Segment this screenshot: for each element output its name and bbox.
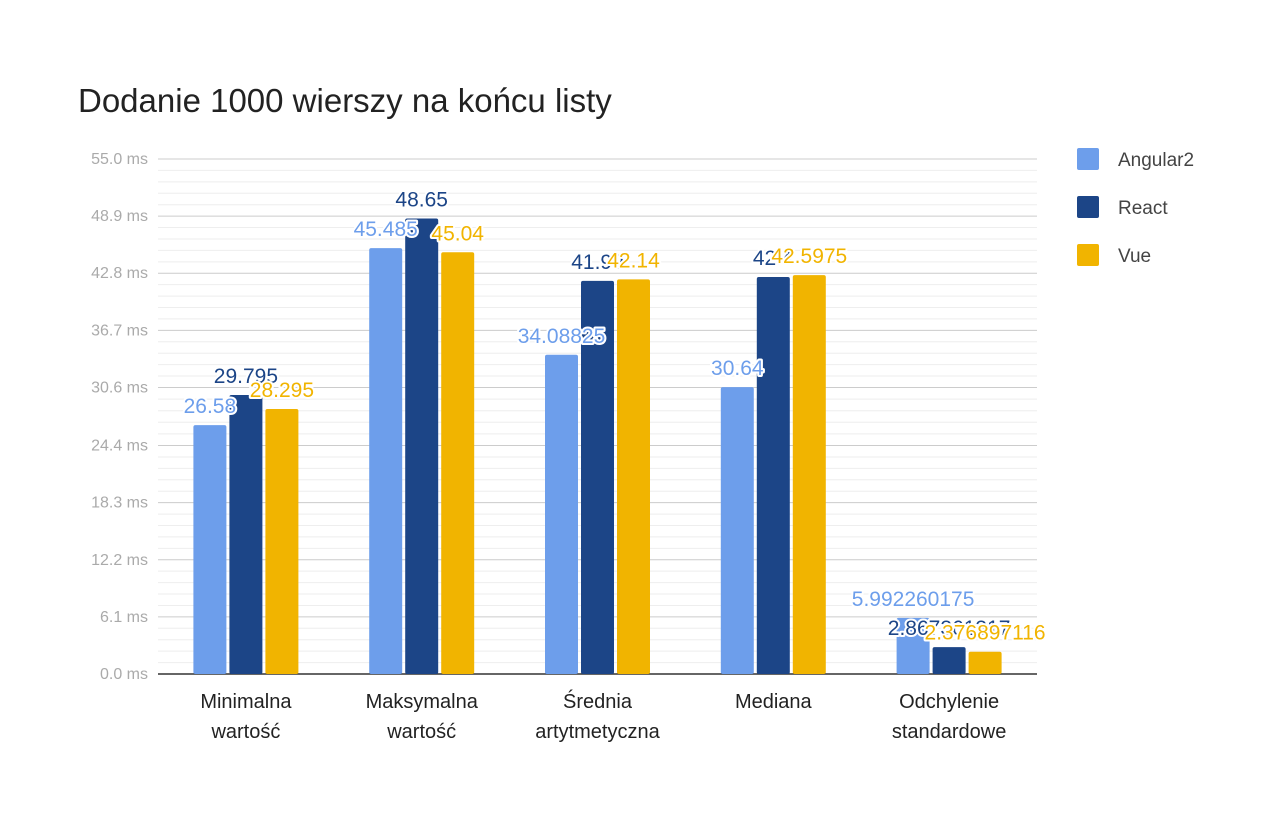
category-label: Maksymalna: [366, 691, 479, 713]
bar-react: [581, 280, 614, 674]
y-tick-label: 12.2 ms: [91, 552, 148, 569]
data-label: 48.65: [395, 188, 448, 211]
bar-react: [229, 395, 263, 674]
y-tick-label: 0.0 ms: [100, 666, 148, 683]
category-label: Mediana: [735, 691, 813, 713]
y-tick-label: 6.1 ms: [100, 609, 148, 626]
y-tick-label: 36.7 ms: [91, 322, 148, 339]
category-label: wartość: [386, 721, 456, 743]
x-axis: Minimalna wartość Maksymalna wartość Średnia…: [200, 689, 1006, 743]
data-label: 42.4: [753, 247, 794, 270]
bar-react: [756, 276, 790, 674]
bar-angular2: [369, 248, 403, 674]
bar-vue: [441, 252, 475, 674]
bar-react: [932, 647, 966, 674]
data-label: 42.5975: [771, 245, 847, 268]
data-label: 29.795: [214, 365, 278, 388]
data-label: 45.485: [354, 218, 418, 241]
bar-vue: [968, 651, 1002, 674]
data-label: 2.867361317: [888, 617, 1011, 640]
y-tick-label: 18.3 ms: [91, 495, 148, 512]
bar-vue: [617, 279, 650, 674]
bar-angular2: [896, 617, 930, 674]
category-label: Minimalna: [200, 691, 292, 713]
bar-angular2: [720, 387, 754, 674]
y-tick-label: 42.8 ms: [91, 265, 148, 282]
y-tick-label: 55.0 ms: [91, 151, 148, 168]
data-label: 5.992260175: [852, 588, 975, 611]
category-label: artytmetyczna: [535, 721, 660, 743]
data-label: 41.99: [571, 251, 624, 274]
y-tick-label: 24.4 ms: [91, 438, 148, 455]
legend-swatch-angular2: [1077, 148, 1099, 170]
bar-vue: [265, 409, 299, 674]
data-label: 2.376897116: [925, 622, 1046, 645]
data-label: 26.58: [184, 395, 237, 418]
data-label: 42.14: [607, 249, 660, 272]
data-label: 45.04: [431, 222, 484, 245]
y-tick-label: 30.6 ms: [91, 379, 148, 396]
legend-swatch-vue: [1077, 244, 1099, 266]
y-axis: 0.0 ms 6.1 ms 12.2 ms 18.3 ms 24.4 ms 30.6 ms…: [91, 151, 1037, 683]
data-label: 34.08825: [518, 325, 606, 348]
y-tick-label: 48.9 ms: [91, 208, 148, 225]
category-label: standardowe: [892, 721, 1007, 743]
bar-vue: [792, 275, 826, 674]
legend-label: Angular2: [1118, 150, 1194, 171]
legend-label: React: [1118, 198, 1168, 219]
bar-angular2: [193, 425, 227, 674]
bars: [193, 218, 1002, 674]
chart-title: Dodanie 1000 wierszy na końcu listy: [78, 82, 612, 119]
legend: Angular2 React Vue: [1077, 148, 1194, 267]
data-label: 28.295: [250, 379, 314, 402]
data-label: 30.64: [711, 357, 764, 380]
category-label: wartość: [210, 721, 280, 743]
legend-swatch-react: [1077, 196, 1099, 218]
bar-angular2: [545, 354, 578, 674]
bar-react: [405, 218, 439, 674]
legend-label: Vue: [1118, 246, 1151, 267]
category-label: Odchylenie: [899, 691, 999, 713]
category-label: Średnia: [563, 689, 633, 713]
